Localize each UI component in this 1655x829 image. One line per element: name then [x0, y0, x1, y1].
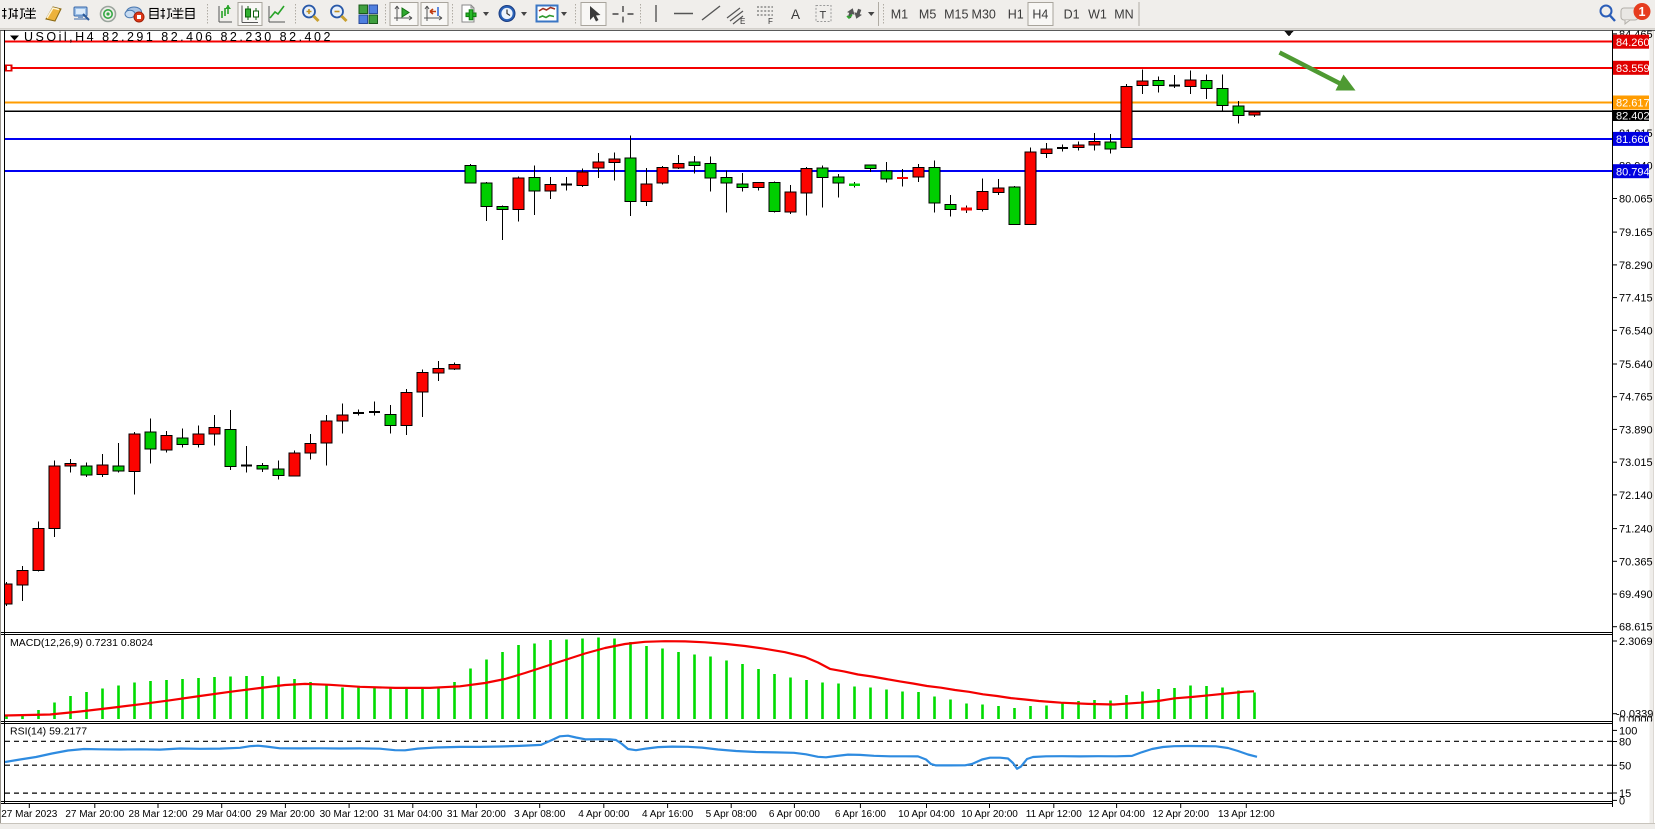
svg-text:79.165: 79.165 [1619, 227, 1653, 239]
svg-text:76.540: 76.540 [1619, 325, 1653, 337]
svg-text:82.402: 82.402 [1616, 111, 1650, 123]
svg-text:RSI(14) 59.2177: RSI(14) 59.2177 [10, 726, 87, 738]
svg-text:4 Apr 16:00: 4 Apr 16:00 [642, 809, 694, 820]
svg-text:10 Apr 04:00: 10 Apr 04:00 [898, 809, 955, 820]
svg-text:75.640: 75.640 [1619, 359, 1653, 371]
svg-text:71.240: 71.240 [1619, 524, 1653, 536]
svg-text:29 Mar 04:00: 29 Mar 04:00 [192, 809, 251, 820]
svg-text:6 Apr 16:00: 6 Apr 16:00 [835, 809, 887, 820]
svg-text:80.065: 80.065 [1619, 194, 1653, 206]
svg-text:70.365: 70.365 [1619, 556, 1653, 568]
svg-text:27 Mar 2023: 27 Mar 2023 [1, 809, 58, 820]
svg-text:74.765: 74.765 [1619, 392, 1653, 404]
svg-text:82.617: 82.617 [1616, 98, 1650, 110]
svg-text:72.140: 72.140 [1619, 490, 1653, 502]
svg-text:2.3069: 2.3069 [1619, 636, 1653, 648]
svg-text:5 Apr 08:00: 5 Apr 08:00 [706, 809, 758, 820]
svg-text:0: 0 [1619, 795, 1625, 807]
svg-text:81.660: 81.660 [1616, 134, 1650, 146]
svg-text:84.260: 84.260 [1616, 37, 1650, 49]
svg-text:100: 100 [1619, 725, 1637, 737]
svg-text:W1: W1 [1088, 8, 1107, 22]
svg-text:A: A [791, 7, 800, 22]
svg-text:USOil,H4 82.291 82.406 82.230: USOil,H4 82.291 82.406 82.230 82.402 [24, 30, 333, 44]
svg-text:78.290: 78.290 [1619, 260, 1653, 272]
svg-text:H1: H1 [1008, 8, 1024, 22]
svg-text:4 Apr 00:00: 4 Apr 00:00 [578, 809, 630, 820]
svg-text:73.015: 73.015 [1619, 457, 1653, 469]
svg-text:80: 80 [1619, 737, 1631, 749]
svg-text:M5: M5 [919, 8, 936, 22]
svg-text:M1: M1 [891, 8, 908, 22]
svg-text:68.615: 68.615 [1619, 622, 1653, 634]
svg-text:MACD(12,26,9) 0.7231 0.8024: MACD(12,26,9) 0.7231 0.8024 [10, 637, 153, 649]
svg-text:31 Mar 04:00: 31 Mar 04:00 [383, 809, 442, 820]
svg-text:11 Apr 12:00: 11 Apr 12:00 [1026, 809, 1082, 820]
svg-text:83.559: 83.559 [1616, 63, 1650, 75]
svg-text:1: 1 [1639, 5, 1646, 19]
svg-text:69.490: 69.490 [1619, 589, 1653, 601]
svg-text:M30: M30 [972, 8, 996, 22]
svg-text:12 Apr 04:00: 12 Apr 04:00 [1088, 809, 1145, 820]
svg-text:3 Apr 08:00: 3 Apr 08:00 [514, 809, 566, 820]
svg-text:0.0000: 0.0000 [1619, 714, 1653, 726]
svg-text:77.415: 77.415 [1619, 293, 1653, 305]
svg-text:6 Apr 00:00: 6 Apr 00:00 [769, 809, 821, 820]
svg-text:13 Apr 12:00: 13 Apr 12:00 [1218, 809, 1275, 820]
svg-text:50: 50 [1619, 760, 1631, 772]
svg-text:M15: M15 [944, 8, 968, 22]
svg-text:E: E [740, 17, 745, 26]
svg-text:29 Mar 20:00: 29 Mar 20:00 [256, 809, 315, 820]
svg-text:F: F [768, 17, 773, 26]
svg-text:10 Apr 20:00: 10 Apr 20:00 [961, 809, 1018, 820]
svg-text:MN: MN [1114, 8, 1133, 22]
svg-text:-0.0339: -0.0339 [1616, 709, 1653, 721]
svg-text:80.794: 80.794 [1616, 166, 1650, 178]
svg-text:D1: D1 [1064, 8, 1080, 22]
svg-text:30 Mar 12:00: 30 Mar 12:00 [320, 809, 379, 820]
svg-text:12 Apr 20:00: 12 Apr 20:00 [1152, 809, 1209, 820]
svg-text:27 Mar 20:00: 27 Mar 20:00 [65, 809, 124, 820]
svg-text:15: 15 [1619, 788, 1631, 800]
svg-text:31 Mar 20:00: 31 Mar 20:00 [447, 809, 506, 820]
svg-text:T: T [820, 10, 827, 22]
svg-text:H4: H4 [1032, 8, 1048, 22]
svg-text:28 Mar 12:00: 28 Mar 12:00 [129, 809, 188, 820]
svg-text:73.890: 73.890 [1619, 424, 1653, 436]
